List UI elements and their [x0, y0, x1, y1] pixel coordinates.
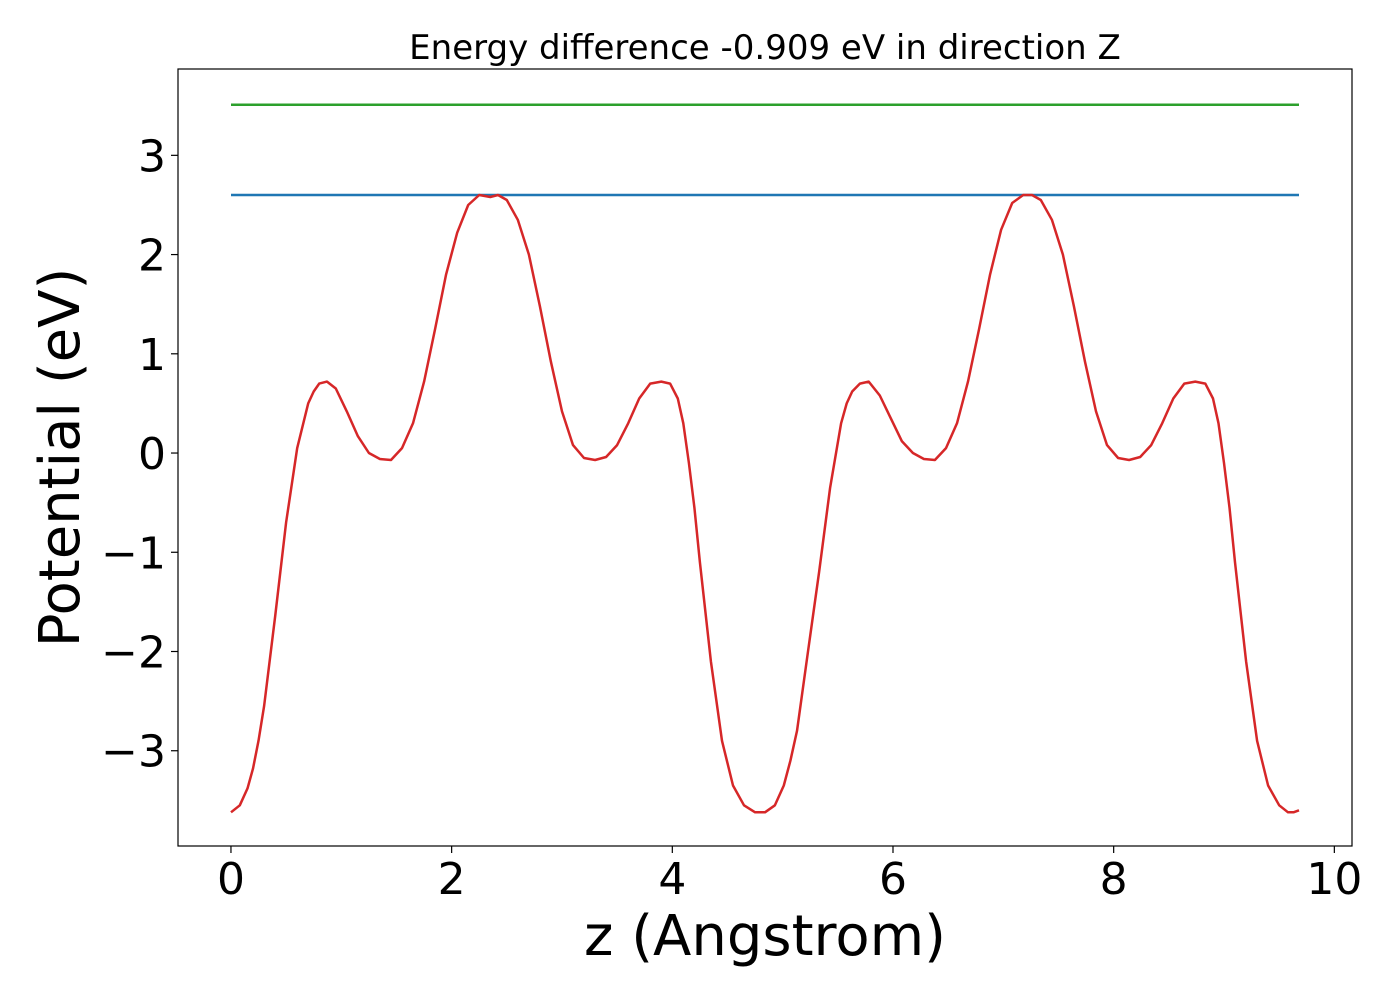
y-axis-ticks: −3 −2 −1 0 1 2 3: [101, 131, 178, 778]
y-tick-label: 1: [138, 330, 166, 381]
y-tick-label: −3: [101, 727, 166, 778]
x-tick-label: 6: [879, 854, 907, 905]
plot-frame: [177, 68, 1353, 847]
x-tick-label: 0: [217, 854, 245, 905]
y-axis-label: Potential (eV): [28, 268, 93, 648]
series-layer: [230, 103, 1300, 814]
chart-title: Energy difference -0.909 eV in direction…: [409, 28, 1121, 68]
y-tick-label: −2: [101, 628, 166, 679]
x-axis-ticks: 0 2 4 6 8 10: [217, 846, 1362, 905]
y-tick-label: −1: [101, 528, 166, 579]
x-axis-label: z (Angstrom): [584, 904, 946, 969]
x-tick-label: 10: [1306, 854, 1362, 905]
x-tick-label: 2: [438, 854, 466, 905]
y-tick-label: 3: [138, 131, 166, 182]
x-tick-label: 8: [1100, 854, 1128, 905]
y-tick-label: 2: [138, 231, 166, 282]
y-tick-label: 0: [138, 429, 166, 480]
series-line-2: [230, 193, 1300, 814]
x-tick-label: 4: [658, 854, 686, 905]
